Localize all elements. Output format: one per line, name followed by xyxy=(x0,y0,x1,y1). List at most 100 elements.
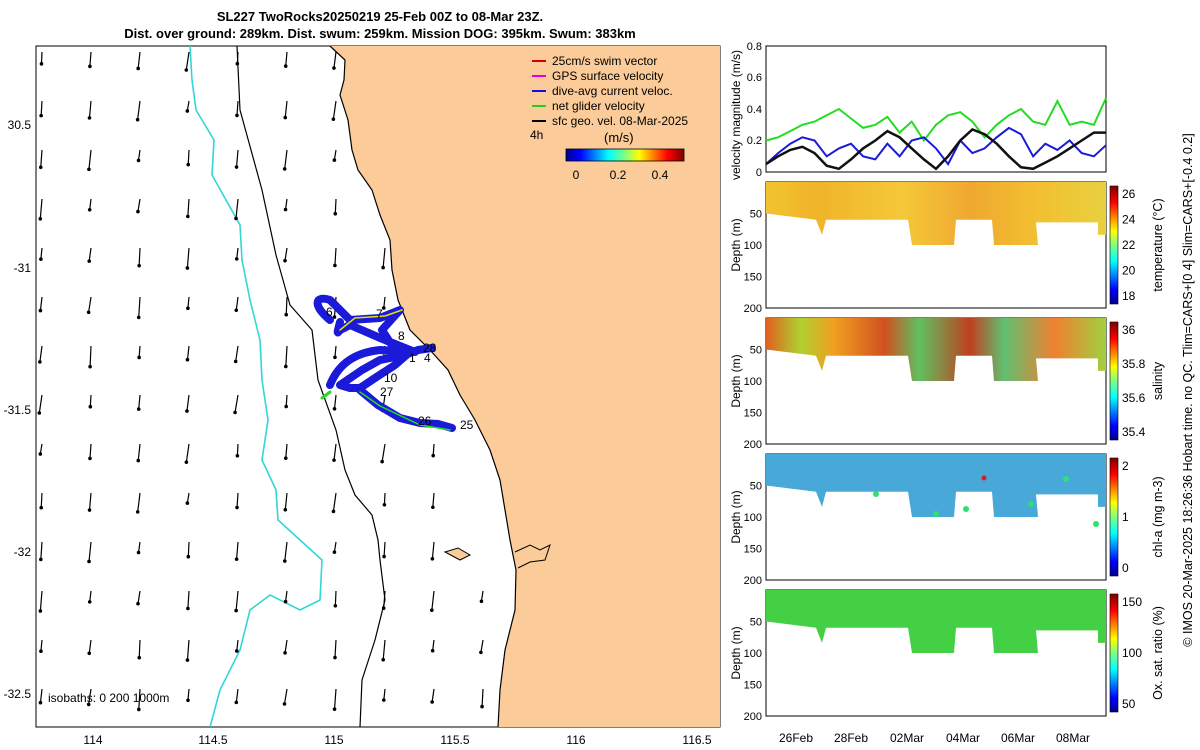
cbar-tick-1: 0.2 xyxy=(610,168,627,182)
current-arrow xyxy=(186,247,190,269)
current-arrow-head xyxy=(283,651,287,655)
current-arrow-head xyxy=(136,550,141,555)
current-arrow xyxy=(333,688,337,710)
side-note: © IMOS 20-Mar-2025 18:26:36 Hobart time.… xyxy=(1181,133,1195,646)
current-arrow-head xyxy=(185,357,190,362)
day-label: 26 xyxy=(418,414,432,428)
current-arrow-head xyxy=(136,407,141,411)
current-arrow-head xyxy=(382,554,386,559)
current-arrow xyxy=(88,492,92,511)
map-x-axis: 114 114.5 115 115.5 116 116.5 xyxy=(83,733,711,747)
current-arrow xyxy=(40,247,43,260)
title-line-2: Dist. over ground: 289km. Dist. swum: 25… xyxy=(124,26,636,41)
day-label: 6 xyxy=(326,305,333,319)
current-arrow xyxy=(334,590,337,606)
current-arrow xyxy=(236,247,239,259)
cbar-tick: 1 xyxy=(1122,510,1129,524)
cbar-tick: 150 xyxy=(1122,595,1142,609)
current-arrow-head xyxy=(38,360,42,364)
current-arrow xyxy=(284,149,288,169)
current-arrow-head xyxy=(430,557,435,561)
current-arrow xyxy=(39,345,43,362)
current-arrow-head xyxy=(333,655,337,660)
current-arrow xyxy=(285,51,288,67)
current-arrow-head xyxy=(333,603,338,608)
section-colorbar xyxy=(1109,593,1119,713)
current-arrow-head xyxy=(87,167,91,172)
series-line xyxy=(765,97,1107,143)
current-arrow-head xyxy=(284,404,288,409)
current-arrow-head xyxy=(234,257,239,261)
current-arrow xyxy=(285,296,288,315)
current-arrow-head xyxy=(186,698,190,703)
current-arrow-head xyxy=(87,116,92,120)
current-arrow-head xyxy=(184,68,189,72)
current-arrow-head xyxy=(283,258,287,263)
current-arrow xyxy=(137,100,141,120)
current-arrow-head xyxy=(136,458,141,463)
cbar-label: salinity xyxy=(1151,361,1165,400)
current-arrow-head xyxy=(235,61,240,66)
current-arrow-head xyxy=(88,456,92,461)
time-tick: 04Mar xyxy=(946,731,980,745)
legend-label: dive-avg current veloc. xyxy=(552,84,673,98)
legend-label: sfc geo. vel. 08-Mar-2025 xyxy=(552,114,688,128)
current-arrow-head xyxy=(331,117,336,121)
current-arrow xyxy=(284,639,288,653)
section-colorbar xyxy=(1109,457,1119,577)
current-arrow-head xyxy=(235,453,240,458)
current-arrow-head xyxy=(430,648,435,653)
current-arrow-head xyxy=(38,308,43,313)
current-arrow-head xyxy=(235,113,239,118)
x-tick: 115.5 xyxy=(440,733,469,747)
current-arrow xyxy=(88,149,92,170)
current-arrow-head xyxy=(382,502,387,507)
current-arrow-head xyxy=(186,214,190,219)
cbar-tick: 2 xyxy=(1122,459,1129,473)
current-arrow xyxy=(285,394,288,407)
current-arrow xyxy=(333,443,337,461)
legend-label: net glider velocity xyxy=(552,99,645,113)
y-tick: 200 xyxy=(744,439,762,451)
current-arrow xyxy=(333,394,337,409)
current-arrow xyxy=(137,198,141,212)
current-arrow-head xyxy=(186,554,191,559)
current-arrow xyxy=(88,296,92,313)
map-y-axis: 30.5 -31 -31.5 -32 -32.5 xyxy=(4,118,32,701)
current-arrow-head xyxy=(235,505,239,510)
current-arrow-head xyxy=(282,559,287,563)
velocity-panel xyxy=(765,45,1107,173)
current-arrow-head xyxy=(87,508,92,512)
section-colorbar xyxy=(1109,185,1119,305)
current-arrow xyxy=(432,492,435,508)
series-line xyxy=(765,126,1107,166)
current-arrow xyxy=(381,443,386,462)
cbar-tick-2: 0.4 xyxy=(652,168,669,182)
time-tick: 06Mar xyxy=(1001,731,1035,745)
current-arrow-head xyxy=(380,459,384,464)
current-arrow xyxy=(332,100,337,120)
series-line xyxy=(765,128,1106,171)
cbar-tick: 18 xyxy=(1122,289,1136,303)
x-tick: 114.5 xyxy=(198,733,227,747)
current-arrow-head xyxy=(430,700,434,704)
current-arrow-head xyxy=(283,207,288,212)
legend-label: 25cm/s swim vector xyxy=(552,54,657,68)
current-arrow xyxy=(187,590,190,609)
current-arrow-head xyxy=(137,655,142,660)
section-ylabel: Depth (m) xyxy=(729,354,743,407)
glider-track xyxy=(313,294,456,432)
y-tick: 50 xyxy=(750,209,762,221)
current-arrow xyxy=(382,639,386,660)
cbar-tick: 35.6 xyxy=(1122,391,1146,405)
y-tick: 100 xyxy=(744,376,762,388)
current-arrow xyxy=(284,541,288,562)
current-arrow xyxy=(89,198,92,210)
current-arrow-head xyxy=(332,458,336,462)
current-arrow-head xyxy=(283,599,288,604)
current-arrow-head xyxy=(87,600,92,604)
current-arrow-head xyxy=(382,698,386,702)
current-arrow-head xyxy=(332,407,337,411)
current-arrow xyxy=(39,296,43,311)
day-label: 8 xyxy=(398,329,405,343)
